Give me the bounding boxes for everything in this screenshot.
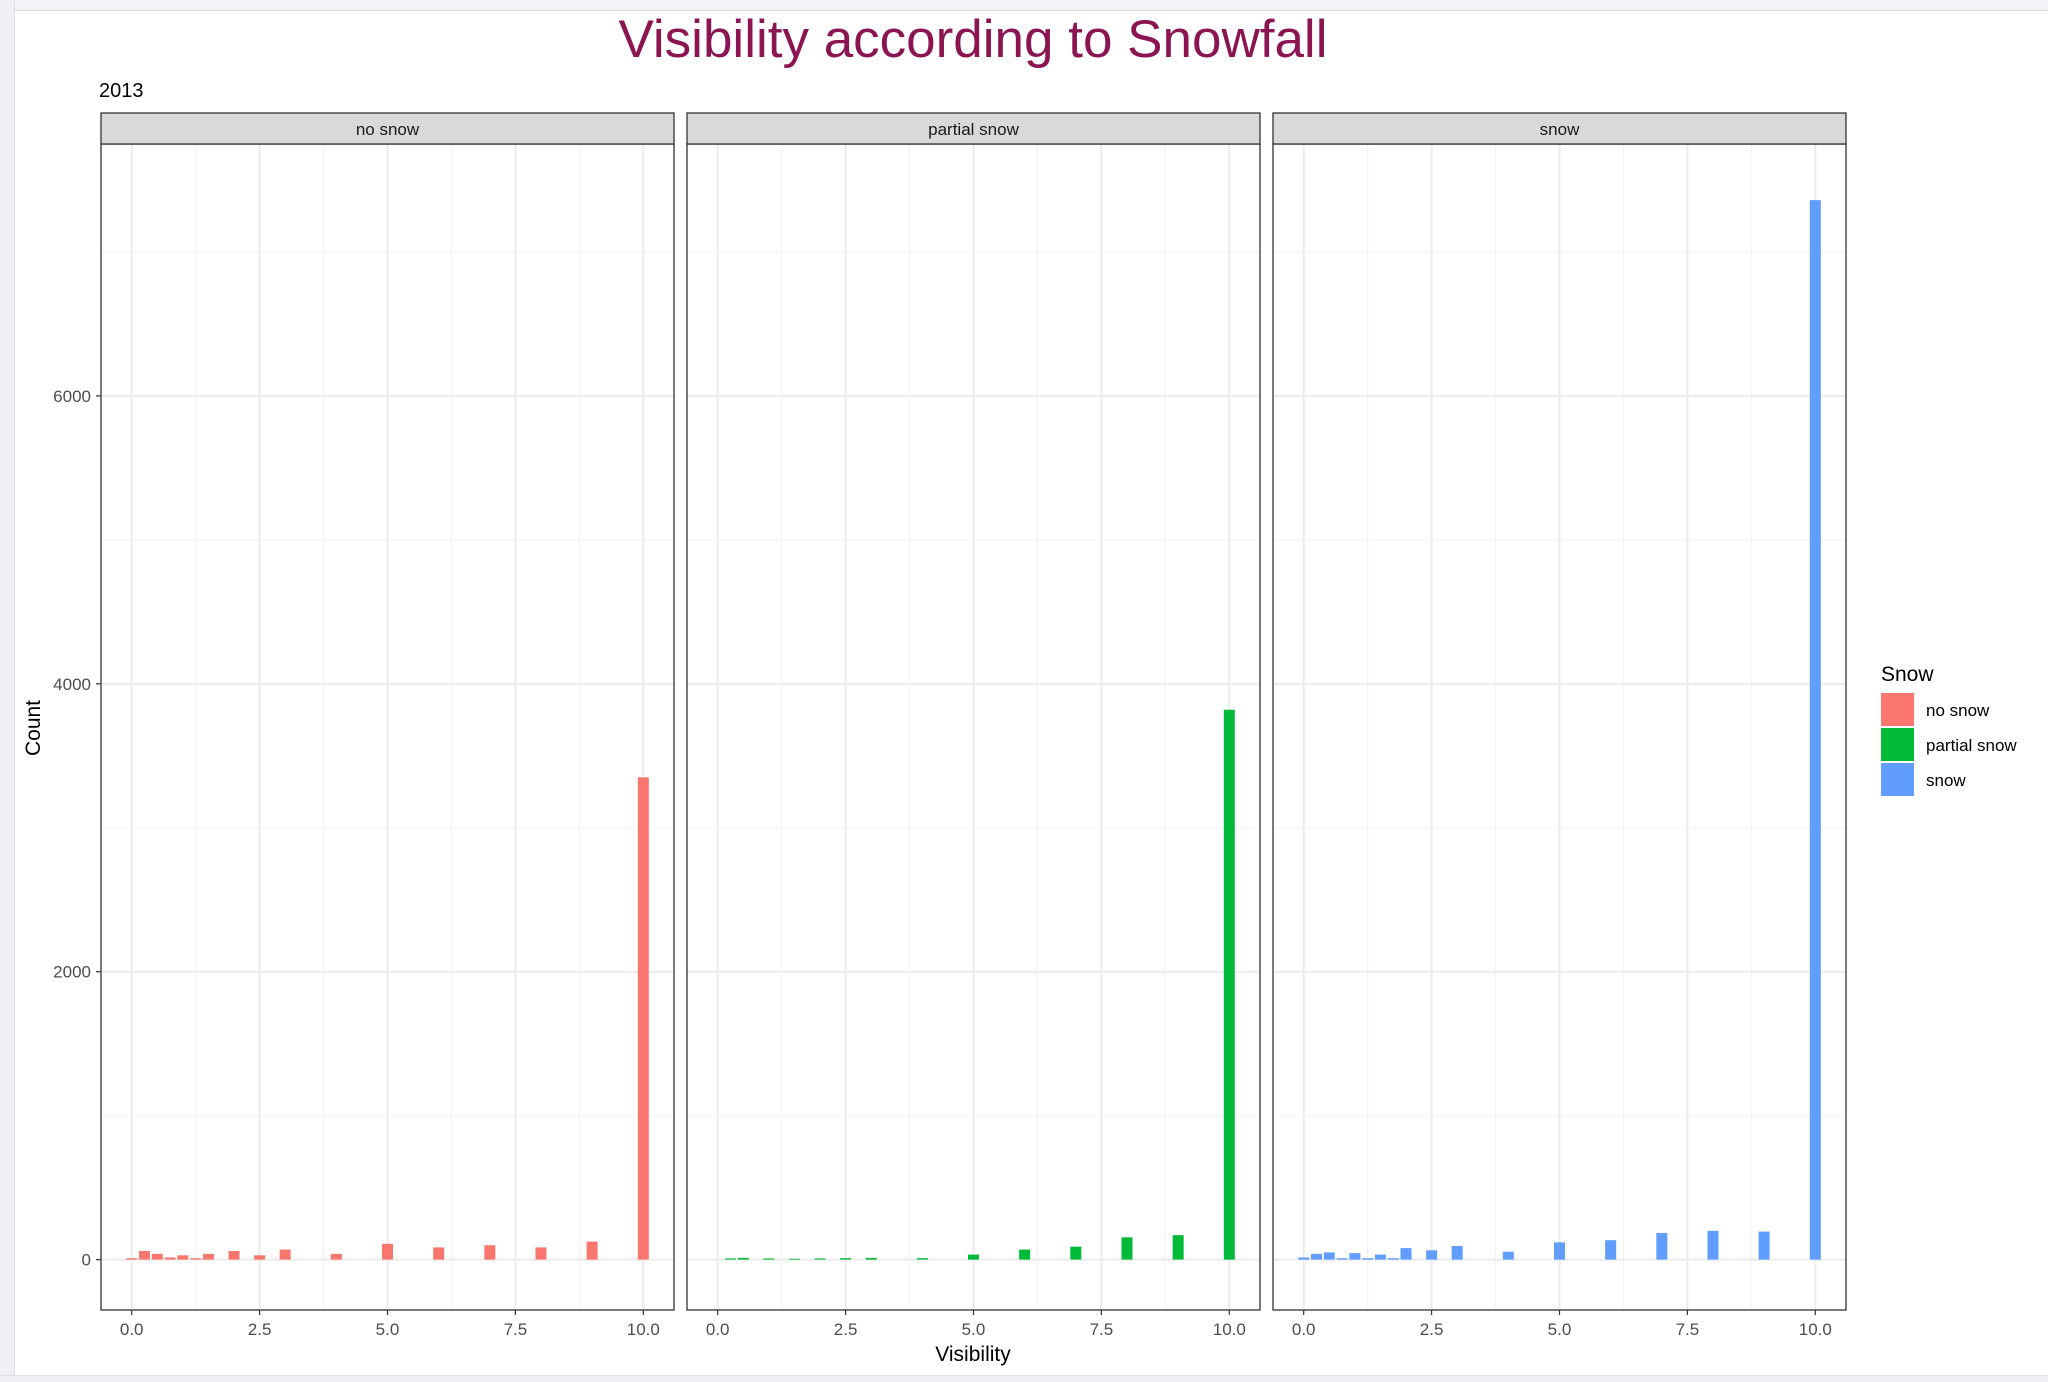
window-top-edge xyxy=(0,0,2048,11)
legend-title: Snow xyxy=(1881,663,1934,686)
x-tick-label: 10.0 xyxy=(1213,1320,1246,1339)
window-bottom-edge xyxy=(0,1375,2048,1382)
legend-label: no snow xyxy=(1926,701,1990,720)
histogram-bar xyxy=(126,1258,138,1260)
histogram-bar xyxy=(254,1255,266,1260)
histogram-bar xyxy=(1502,1251,1514,1260)
window-left-edge xyxy=(0,0,15,1381)
x-tick-label: 2.5 xyxy=(834,1320,858,1339)
legend-swatch xyxy=(1881,693,1914,726)
histogram-bar xyxy=(1809,200,1821,1260)
legend-label: snow xyxy=(1926,771,1966,790)
x-axis-label: Visibility xyxy=(935,1343,1011,1366)
histogram-bar xyxy=(1223,709,1235,1260)
histogram-bar xyxy=(1349,1253,1361,1260)
chart-subtitle: 2013 xyxy=(99,80,144,102)
facet-strip-label: snow xyxy=(1540,120,1580,139)
histogram-bar xyxy=(1400,1248,1412,1260)
histogram-bar xyxy=(968,1254,979,1260)
histogram-bar xyxy=(1298,1257,1310,1260)
y-tick-label: 4000 xyxy=(53,675,91,694)
histogram-bar xyxy=(1336,1258,1348,1260)
histogram-bar xyxy=(164,1257,176,1260)
legend-label: partial snow xyxy=(1926,736,2017,755)
histogram-bar xyxy=(279,1249,291,1260)
facet-panel: no snow 0.0 2.5 5.0 7.5 10.0 xyxy=(100,112,675,1339)
x-tick-label: 0.0 xyxy=(706,1320,730,1339)
y-axis-label: Count xyxy=(22,700,45,756)
histogram-bar xyxy=(330,1253,342,1260)
x-tick-label: 0.0 xyxy=(120,1320,144,1339)
chart-title: Visibility according to Snowfall xyxy=(619,10,1328,69)
histogram-bar xyxy=(1121,1237,1133,1260)
histogram-bar xyxy=(151,1253,163,1260)
x-tick-label: 2.5 xyxy=(1420,1320,1444,1339)
histogram-bar xyxy=(484,1245,496,1260)
histogram-bar xyxy=(1387,1258,1399,1260)
histogram-bar xyxy=(1310,1253,1322,1260)
facet-strip-label: partial snow xyxy=(928,120,1019,139)
y-tick-label: 2000 xyxy=(53,963,91,982)
histogram-bar xyxy=(177,1255,189,1260)
facet-strip-label: no snow xyxy=(356,120,420,139)
histogram-bar xyxy=(1019,1249,1031,1260)
facet-panel: partial snow 0.0 2.5 5.0 7.5 10.0 xyxy=(686,112,1261,1339)
x-tick-label: 10.0 xyxy=(1799,1320,1832,1339)
x-tick-label: 0.0 xyxy=(1292,1320,1316,1339)
y-tick-label: 0 xyxy=(82,1251,91,1270)
x-tick-label: 2.5 xyxy=(248,1320,272,1339)
histogram-bar xyxy=(1070,1246,1082,1260)
histogram-bar xyxy=(1758,1231,1770,1260)
facet-strip xyxy=(100,112,675,145)
histogram-bar xyxy=(1656,1232,1668,1260)
facet-strip xyxy=(686,112,1261,145)
histogram-bar xyxy=(865,1257,877,1260)
histogram-bar xyxy=(814,1258,826,1260)
histogram-bar xyxy=(1426,1250,1438,1260)
y-tick-label: 6000 xyxy=(53,387,91,406)
legend-swatch xyxy=(1881,763,1914,796)
histogram-bar xyxy=(586,1241,598,1260)
facet-panel: snow 0.0 2.5 5.0 7.5 10.0 xyxy=(1272,112,1847,1339)
histogram-bar xyxy=(202,1253,214,1260)
histogram-bar xyxy=(916,1258,928,1260)
histogram-bar xyxy=(724,1258,736,1260)
histogram-bar xyxy=(228,1250,240,1260)
histogram-bar xyxy=(788,1258,800,1260)
x-tick-label: 5.0 xyxy=(1548,1320,1572,1339)
histogram-bar xyxy=(737,1257,749,1260)
x-tick-label: 7.5 xyxy=(1090,1320,1114,1339)
facet-strip xyxy=(1272,112,1847,145)
histogram-bar xyxy=(1707,1230,1719,1260)
x-tick-label: 5.0 xyxy=(376,1320,400,1339)
facet-panels: no snow 0.0 2.5 5.0 7.5 10.0 partial snow 0.0 2.… xyxy=(100,112,1847,1339)
histogram-bar xyxy=(1323,1252,1335,1260)
histogram-bar xyxy=(763,1258,775,1260)
x-tick-label: 7.5 xyxy=(504,1320,528,1339)
histogram-bar xyxy=(433,1247,445,1260)
histogram-bar xyxy=(138,1250,150,1260)
histogram-bar xyxy=(382,1243,393,1260)
legend: Snow no snow partial snow snow xyxy=(1881,663,2017,796)
x-tick-label: 10.0 xyxy=(627,1320,660,1339)
legend-swatch xyxy=(1881,728,1914,761)
histogram-bar xyxy=(1374,1254,1386,1260)
histogram-bar xyxy=(1172,1235,1184,1260)
histogram-bar xyxy=(637,777,649,1260)
histogram-bar xyxy=(1362,1258,1374,1260)
histogram-bar xyxy=(190,1258,202,1260)
histogram-bar xyxy=(1605,1240,1617,1260)
histogram-bar xyxy=(1451,1245,1463,1260)
x-tick-label: 5.0 xyxy=(962,1320,986,1339)
y-axis: 0 2000 4000 6000 xyxy=(53,387,101,1270)
x-tick-label: 7.5 xyxy=(1676,1320,1700,1339)
histogram-bar xyxy=(535,1247,547,1260)
histogram-bar xyxy=(840,1258,852,1260)
histogram-bar xyxy=(1554,1242,1565,1260)
